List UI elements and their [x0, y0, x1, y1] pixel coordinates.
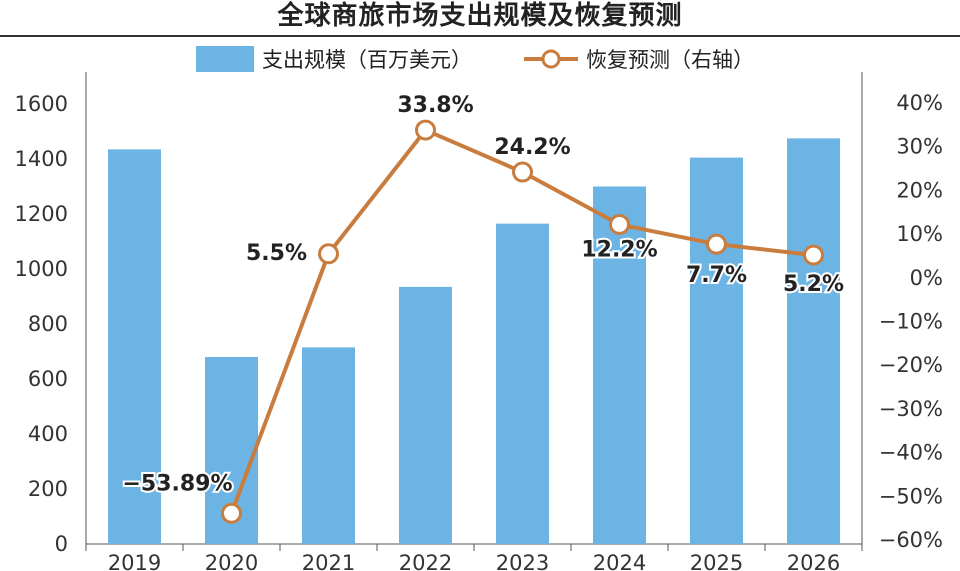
legend-bar-swatch	[196, 46, 254, 72]
bar	[787, 138, 840, 544]
line-marker	[318, 243, 339, 265]
y-left-tick-label: 1400	[15, 147, 68, 171]
x-tick-label: 2024	[593, 551, 646, 571]
line-data-label: 5.5%	[246, 241, 307, 266]
x-tick-label: 2021	[302, 551, 355, 571]
bar	[302, 347, 355, 544]
bar	[108, 149, 161, 544]
bar-series	[108, 138, 840, 544]
x-tick-label: 2020	[205, 551, 258, 571]
x-tick-label: 2025	[690, 551, 743, 571]
y-right-tick-label: −10%	[879, 310, 943, 334]
y-right-tick-label: −30%	[879, 397, 943, 421]
legend: 支出规模（百万美元） 恢复预测（右轴）	[196, 46, 754, 72]
y-right-tick-label: 0%	[910, 266, 943, 290]
x-tick-label: 2022	[399, 551, 452, 571]
y-left-tick-label: 600	[28, 367, 68, 391]
y-left-tick-label: 0	[55, 532, 68, 556]
bar	[593, 186, 646, 544]
y-right-tick-label: 30%	[896, 135, 943, 159]
y-right-tick-label: −50%	[879, 484, 943, 508]
x-tick-label: 2026	[787, 551, 840, 571]
x-tick-label: 2023	[496, 551, 549, 571]
line-data-label: 5.2%	[783, 272, 844, 297]
line-marker	[512, 161, 533, 183]
y-left-tick-label: 200	[28, 477, 68, 501]
bar	[690, 157, 743, 544]
chart-title: 全球商旅市场支出规模及恢复预测	[277, 1, 683, 31]
y-left-tick-label: 1000	[15, 257, 68, 281]
line-data-label: −53.89%	[122, 471, 232, 496]
y-right-tick-label: −40%	[879, 441, 943, 465]
y-left-tick-label: 400	[28, 422, 68, 446]
y-right-tick-label: 10%	[896, 222, 943, 246]
y-right-tick-label: 20%	[896, 178, 943, 202]
y-left-tick-label: 1200	[15, 202, 68, 226]
y-left-tick-label: 1600	[15, 92, 68, 116]
x-tick-label: 2019	[108, 551, 161, 571]
y-right-tick-label: −60%	[879, 528, 943, 552]
line-data-label: 7.7%	[686, 263, 747, 288]
line-marker	[609, 213, 630, 235]
line-marker	[415, 119, 436, 141]
title-divider	[0, 35, 960, 37]
y-right-tick-label: −20%	[879, 353, 943, 377]
line-marker	[706, 233, 727, 255]
data-labels: −53.89% 5.5% 33.8% 24.2% 12.2% 7.7% 5.2%	[120, 91, 846, 498]
line-series	[221, 119, 824, 524]
line-marker	[803, 244, 824, 266]
y-left-tick-label: 800	[28, 312, 68, 336]
line-data-label: 33.8%	[397, 93, 473, 118]
line-marker	[221, 502, 242, 524]
line-data-label: 24.2%	[494, 135, 570, 160]
bar	[496, 223, 549, 544]
legend-line-label: 恢复预测（右轴）	[586, 48, 754, 72]
chart-axes: 0 200 400 600 800 1000 1200 1400 1600 −60% −50% −40…	[15, 72, 943, 571]
bar	[399, 286, 452, 544]
line-data-label: 12.2%	[581, 237, 657, 262]
legend-bar-label: 支出规模（百万美元）	[262, 48, 472, 72]
legend-line-marker	[541, 49, 561, 69]
y-right-tick-label: 40%	[896, 91, 943, 115]
